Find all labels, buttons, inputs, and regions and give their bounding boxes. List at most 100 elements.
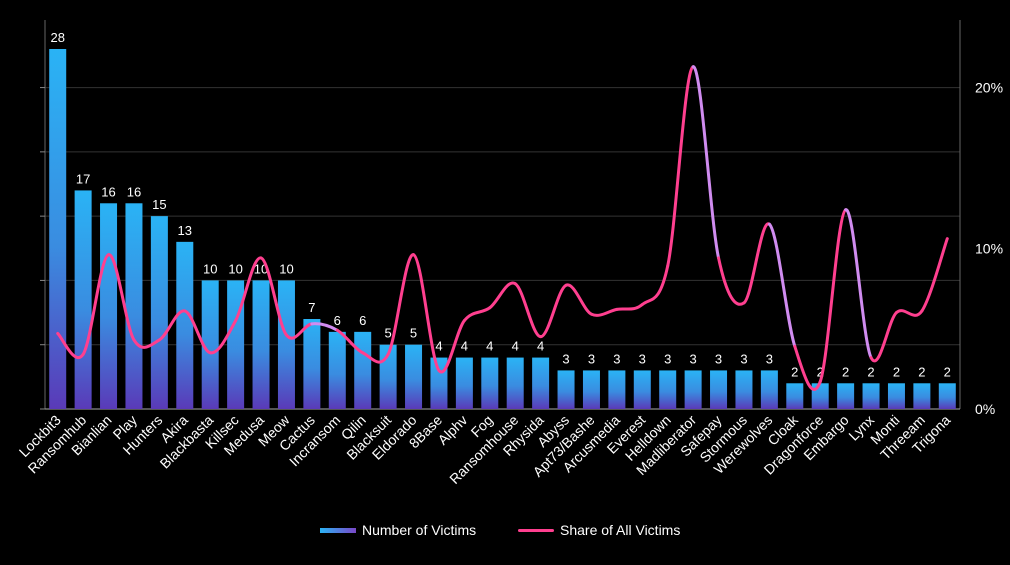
share-line-segment <box>437 319 466 374</box>
bar-lockbit3 <box>49 49 67 409</box>
bar-stormous <box>735 370 753 409</box>
share-line-segment <box>640 264 670 307</box>
bar-8base <box>430 357 448 409</box>
bar-value-label: 13 <box>178 223 192 238</box>
axes <box>40 20 961 410</box>
bar-value-label: 28 <box>50 30 64 45</box>
category-label: Alphv <box>434 412 470 448</box>
bar-value-label: 3 <box>715 351 722 366</box>
bar-hunters <box>150 216 168 409</box>
bar-eldorado <box>405 344 423 409</box>
bar-value-label: 3 <box>613 351 620 366</box>
bar-lynx <box>862 383 880 409</box>
bar-value-label: 4 <box>486 339 493 354</box>
bar-value-label: 3 <box>639 351 646 366</box>
bar-value-label: 7 <box>308 300 315 315</box>
bar-dragonforce <box>811 383 829 409</box>
bar-value-label: 4 <box>512 339 519 354</box>
share-line-segment <box>564 283 593 316</box>
bar-value-label: 3 <box>690 351 697 366</box>
bar-value-label: 4 <box>461 339 468 354</box>
share-line-segment <box>539 283 568 339</box>
share-line-segment <box>310 322 339 332</box>
share-line-segment <box>920 237 949 313</box>
bar-qilin <box>354 331 372 409</box>
bar-helldown <box>659 370 677 409</box>
legend-line-label: Share of All Victims <box>560 522 681 538</box>
bar-value-label: 2 <box>791 364 798 379</box>
share-line-segment <box>412 253 441 372</box>
bar-value-label: 6 <box>334 313 341 328</box>
bar-blackbasta <box>201 280 219 409</box>
category-labels: Lockbit3RansomhubBianlianPlayHuntersAkir… <box>16 411 954 487</box>
bar-rhysida <box>532 357 550 409</box>
right-axis-tick-label: 10% <box>975 240 1003 256</box>
share-line-segment <box>869 311 898 363</box>
bar-ransomhub <box>74 190 92 409</box>
bar-value-label: 3 <box>562 351 569 366</box>
bar-value-label: 16 <box>101 184 115 199</box>
share-line-segment <box>742 222 771 305</box>
bar-value-label: 5 <box>410 326 417 341</box>
bar-apt73-bashe <box>582 370 600 409</box>
bar-value-label: 2 <box>817 364 824 379</box>
legend-item-bars: Number of Victims <box>320 516 476 544</box>
bar-value-label: 10 <box>228 261 242 276</box>
share-line-segment <box>157 309 187 342</box>
bar-cactus <box>303 319 321 409</box>
bar-killsec <box>227 280 245 409</box>
share-line-segment <box>793 344 822 391</box>
bar-werewolves <box>760 370 778 409</box>
right-axis-tick-label: 0% <box>975 401 995 417</box>
share-line-segment <box>208 319 238 355</box>
bar-incransom <box>328 331 346 409</box>
bar-value-label: 2 <box>918 364 925 379</box>
share-line-segment <box>107 253 136 342</box>
bar-arcusmedia <box>608 370 626 409</box>
bar-embargo <box>837 383 855 409</box>
bar-abyss <box>557 370 575 409</box>
bar-madliberator <box>684 370 702 409</box>
share-line-segment <box>589 307 619 317</box>
grid-lines <box>45 87 960 346</box>
bar-play <box>125 203 143 409</box>
bar-value-label: 10 <box>203 261 217 276</box>
bar-meow <box>277 280 295 409</box>
bar-value-label: 2 <box>944 364 951 379</box>
share-line-segment <box>183 309 212 355</box>
bar-value-label: 2 <box>893 364 900 379</box>
bar-everest <box>633 370 651 409</box>
bar-value-label: 16 <box>127 184 141 199</box>
share-line-segment <box>666 65 695 268</box>
bar-threeam <box>913 383 931 409</box>
bar-medusa <box>252 280 270 409</box>
share-line-segment <box>691 65 721 260</box>
bar-fog <box>481 357 499 409</box>
share-line-segment <box>844 208 873 360</box>
bar-cloak <box>786 383 804 409</box>
bar-akira <box>176 241 194 409</box>
bars-series <box>49 49 956 409</box>
share-line-segment <box>234 256 263 323</box>
share-line-segment <box>361 351 390 364</box>
share-line-segment <box>818 208 848 384</box>
share-line-segment <box>894 309 924 317</box>
bar-alphv <box>455 357 473 409</box>
bar-value-label: 2 <box>867 364 874 379</box>
bar-value-label: 2 <box>842 364 849 379</box>
bar-monti <box>887 383 905 409</box>
right-axis-tick-label: 20% <box>975 80 1003 96</box>
bar-value-label: 5 <box>385 326 392 341</box>
bar-value-label: 4 <box>537 339 544 354</box>
bar-value-label: 6 <box>359 313 366 328</box>
share-line-series <box>56 65 949 391</box>
share-line-segment <box>386 253 416 356</box>
bar-value-label: 3 <box>766 351 773 366</box>
share-line-segment <box>513 282 543 339</box>
share-line-segment <box>767 222 797 348</box>
share-line-segment <box>488 281 517 310</box>
bar-value-label: 15 <box>152 197 166 212</box>
bar-value-label: 4 <box>435 339 442 354</box>
bar-trigona <box>938 383 956 409</box>
